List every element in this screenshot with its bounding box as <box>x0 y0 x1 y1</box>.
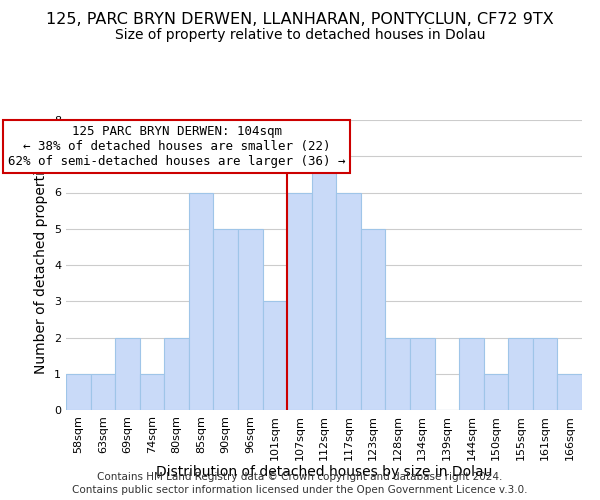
Bar <box>385 338 410 410</box>
Text: Contains public sector information licensed under the Open Government Licence v.: Contains public sector information licen… <box>72 485 528 495</box>
Text: 125, PARC BRYN DERWEN, LLANHARAN, PONTYCLUN, CF72 9TX: 125, PARC BRYN DERWEN, LLANHARAN, PONTYC… <box>46 12 554 28</box>
Bar <box>459 338 484 410</box>
Bar <box>336 192 361 410</box>
Bar <box>66 374 91 410</box>
Bar <box>164 338 189 410</box>
Bar <box>287 192 312 410</box>
Y-axis label: Number of detached properties: Number of detached properties <box>34 156 49 374</box>
Bar <box>189 192 214 410</box>
Bar <box>557 374 582 410</box>
Bar <box>238 229 263 410</box>
Bar <box>410 338 434 410</box>
Bar <box>263 301 287 410</box>
Bar <box>361 229 385 410</box>
Bar <box>484 374 508 410</box>
Text: Size of property relative to detached houses in Dolau: Size of property relative to detached ho… <box>115 28 485 42</box>
Bar <box>312 156 336 410</box>
Text: 125 PARC BRYN DERWEN: 104sqm
← 38% of detached houses are smaller (22)
62% of se: 125 PARC BRYN DERWEN: 104sqm ← 38% of de… <box>8 126 346 168</box>
Bar <box>533 338 557 410</box>
Bar <box>508 338 533 410</box>
Bar <box>140 374 164 410</box>
X-axis label: Distribution of detached houses by size in Dolau: Distribution of detached houses by size … <box>156 466 492 479</box>
Text: Contains HM Land Registry data © Crown copyright and database right 2024.: Contains HM Land Registry data © Crown c… <box>97 472 503 482</box>
Bar <box>115 338 140 410</box>
Bar <box>91 374 115 410</box>
Bar <box>214 229 238 410</box>
